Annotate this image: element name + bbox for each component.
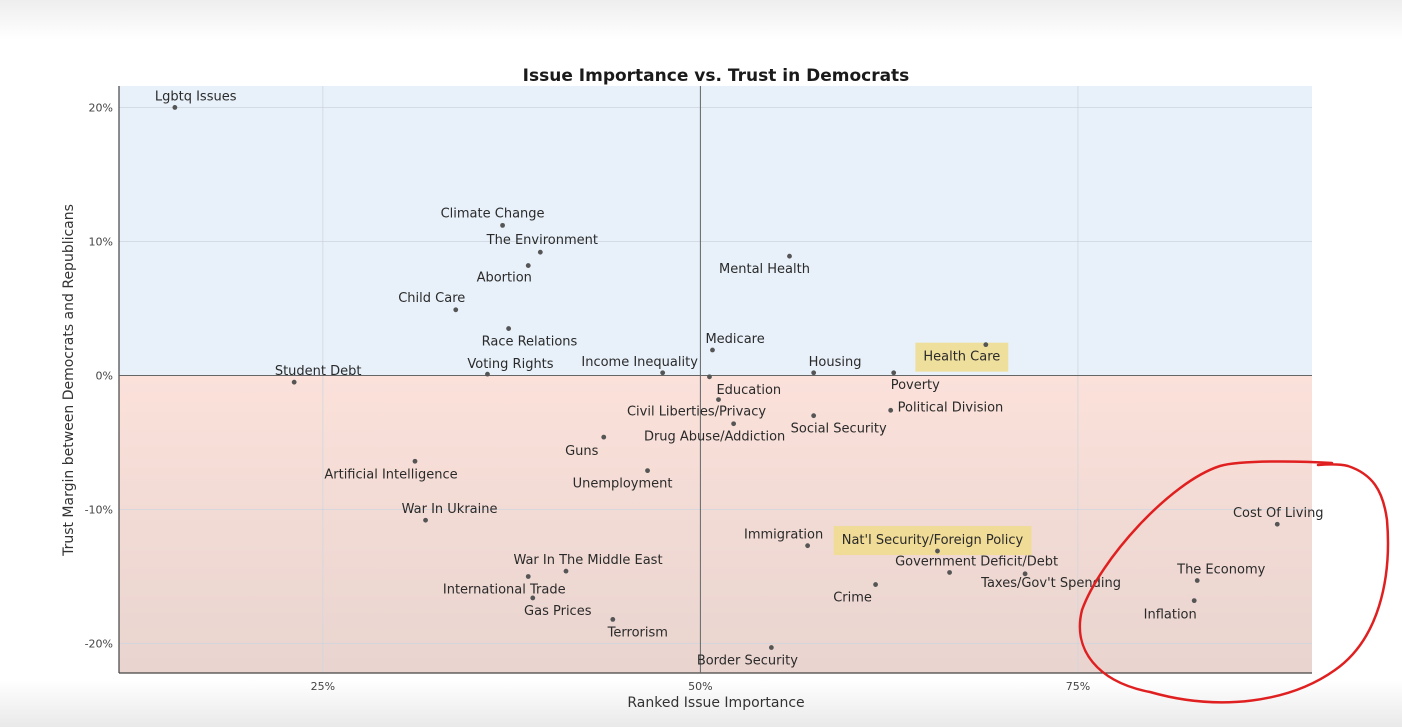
point-label: Terrorism xyxy=(607,625,668,640)
point-label: Taxes/Gov't Spending xyxy=(980,576,1121,591)
data-point xyxy=(291,379,297,385)
point-label: Income Inequality xyxy=(581,355,698,370)
data-point xyxy=(423,517,428,523)
x-axis-label: Ranked Issue Importance xyxy=(627,695,804,711)
data-point xyxy=(805,543,811,549)
point-label: War In The Middle East xyxy=(513,553,662,568)
positive-region xyxy=(119,86,1312,376)
chart-title: Issue Importance vs. Trust in Democrats xyxy=(523,66,910,86)
data-point xyxy=(873,582,878,587)
point-label: Health Care xyxy=(923,350,1000,365)
point-label: Unemployment xyxy=(573,477,673,492)
negative-region xyxy=(119,375,1312,673)
x-tick-label: 75% xyxy=(1066,680,1090,693)
data-point xyxy=(537,249,543,255)
data-point xyxy=(707,374,712,380)
data-point xyxy=(660,370,666,376)
point-label: War In Ukraine xyxy=(402,502,498,517)
data-point xyxy=(710,347,715,353)
annotation-circle xyxy=(1078,460,1390,704)
point-label: Voting Rights xyxy=(467,357,553,372)
data-point xyxy=(768,645,774,650)
data-points xyxy=(172,105,1280,650)
highlight-box xyxy=(833,526,1032,556)
y-tick-label: 0% xyxy=(96,369,113,382)
background-regions xyxy=(119,86,1312,673)
data-point xyxy=(412,458,418,464)
data-point xyxy=(947,570,952,575)
point-label: Political Division xyxy=(898,400,1004,415)
point-label: Child Care xyxy=(398,291,465,306)
y-tick-label: -10% xyxy=(85,503,113,516)
data-point xyxy=(610,616,616,622)
point-label: International Trade xyxy=(443,583,566,598)
data-point xyxy=(453,307,459,313)
y-axis-label: Trust Margin between Democrats and Repub… xyxy=(61,204,77,557)
data-point xyxy=(525,574,531,579)
point-label: Lgbtq Issues xyxy=(155,89,237,104)
x-tick-label: 25% xyxy=(311,680,335,693)
data-point xyxy=(500,222,505,228)
point-label: The Environment xyxy=(486,233,598,248)
point-label: Nat'l Security/Foreign Policy xyxy=(842,533,1024,548)
point-label: Border Security xyxy=(697,654,798,669)
point-label: Guns xyxy=(565,444,599,459)
data-point xyxy=(601,434,607,440)
point-label: Poverty xyxy=(891,378,940,393)
point-label: Climate Change xyxy=(441,206,545,221)
point-label: The Economy xyxy=(1176,563,1265,578)
point-label: Artificial Intelligence xyxy=(324,467,457,482)
point-label: Gas Prices xyxy=(524,604,592,619)
point-label: Immigration xyxy=(744,528,823,543)
data-point xyxy=(731,421,737,427)
data-point xyxy=(172,105,178,110)
data-point xyxy=(525,263,531,268)
data-point xyxy=(888,407,894,413)
point-labels: Lgbtq Issues Climate Change The Environmen… xyxy=(155,89,1324,668)
point-label: Housing xyxy=(809,355,862,370)
data-point xyxy=(983,342,989,348)
data-point xyxy=(485,371,490,377)
y-tick-label: 20% xyxy=(89,101,113,114)
x-tick-label: 50% xyxy=(688,680,712,693)
data-point xyxy=(1191,598,1197,604)
point-label: Student Debt xyxy=(275,364,362,379)
data-point xyxy=(811,370,817,376)
point-label: Drug Abuse/Addiction xyxy=(644,430,785,445)
data-point xyxy=(1194,578,1200,583)
data-point xyxy=(645,468,650,474)
data-point xyxy=(530,595,536,601)
point-label: Cost Of Living xyxy=(1233,506,1324,521)
point-label: Civil Liberties/Privacy xyxy=(627,405,766,420)
data-point xyxy=(935,548,940,554)
data-point xyxy=(1022,571,1028,577)
highlight-box xyxy=(915,342,1009,372)
point-label: Inflation xyxy=(1144,608,1197,623)
data-point xyxy=(1274,521,1280,527)
point-label: Government Deficit/Debt xyxy=(895,554,1058,569)
tick-labels: 25% 50% 75% 20% 10% 0% -10% -20% xyxy=(85,101,1091,693)
y-tick-label: -20% xyxy=(85,638,113,651)
point-label: Education xyxy=(716,383,781,398)
highlight-boxes xyxy=(833,342,1032,556)
point-label: Crime xyxy=(833,591,872,606)
axes xyxy=(118,86,1312,674)
y-tick-label: 10% xyxy=(89,235,113,248)
point-label: Medicare xyxy=(705,332,764,347)
data-point xyxy=(506,326,512,331)
data-point xyxy=(891,370,897,376)
data-point xyxy=(787,253,792,259)
data-point xyxy=(716,397,721,403)
point-label: Mental Health xyxy=(719,262,810,277)
data-point xyxy=(563,568,569,574)
point-label: Abortion xyxy=(477,271,532,286)
data-point xyxy=(811,413,817,419)
point-label: Race Relations xyxy=(482,335,578,350)
point-label: Social Security xyxy=(791,422,887,437)
